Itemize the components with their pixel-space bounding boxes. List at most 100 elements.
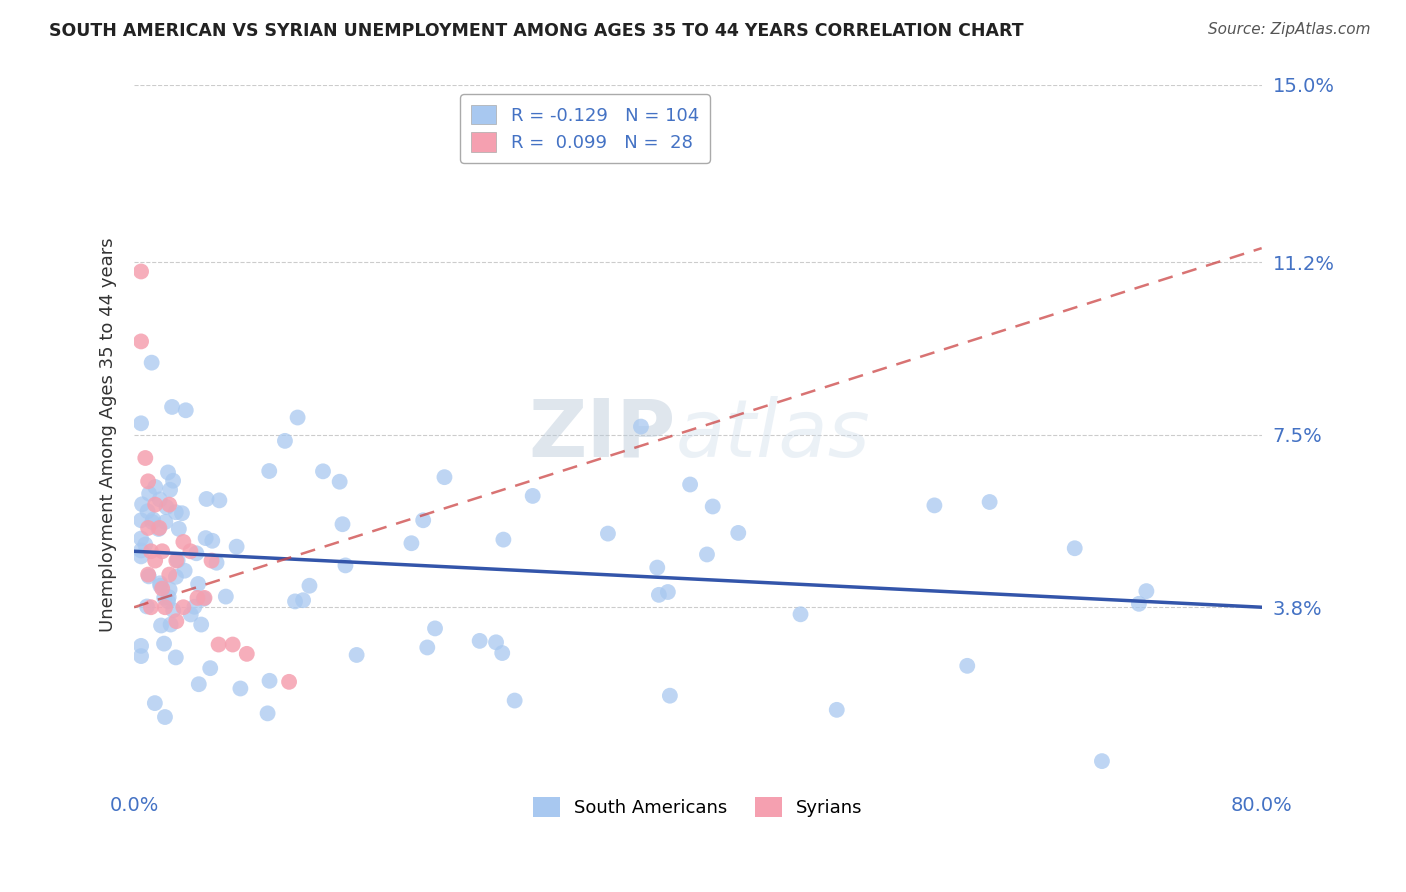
Point <box>825 703 848 717</box>
Point <box>468 633 491 648</box>
Point <box>150 582 173 596</box>
Point <box>170 506 193 520</box>
Point <box>157 498 180 512</box>
Point <box>148 521 170 535</box>
Point <box>503 693 526 707</box>
Point <box>789 607 811 622</box>
Point <box>727 525 749 540</box>
Point <box>292 593 315 607</box>
Point <box>412 513 434 527</box>
Point <box>150 544 173 558</box>
Point <box>149 576 172 591</box>
Point <box>136 567 159 582</box>
Point <box>157 567 180 582</box>
Point <box>492 533 515 547</box>
Point <box>696 548 718 562</box>
Point <box>179 544 201 558</box>
Point <box>187 677 209 691</box>
Point <box>229 681 252 696</box>
Point <box>193 591 215 605</box>
Point <box>596 526 619 541</box>
Point <box>312 464 335 478</box>
Point <box>160 400 183 414</box>
Point <box>190 617 212 632</box>
Point <box>257 464 280 478</box>
Point <box>186 546 208 560</box>
Point <box>138 569 160 583</box>
Point <box>143 553 166 567</box>
Point <box>346 648 368 662</box>
Point <box>298 579 321 593</box>
Point <box>155 500 177 515</box>
Point <box>139 600 162 615</box>
Point <box>222 638 245 652</box>
Point <box>165 570 187 584</box>
Point <box>172 535 194 549</box>
Point <box>134 450 156 465</box>
Point <box>165 505 187 519</box>
Point <box>167 522 190 536</box>
Point <box>225 540 247 554</box>
Point <box>645 560 668 574</box>
Point <box>194 531 217 545</box>
Point <box>200 661 222 675</box>
Point <box>143 498 166 512</box>
Point <box>153 710 176 724</box>
Point <box>332 517 354 532</box>
Point <box>401 536 423 550</box>
Point <box>153 637 176 651</box>
Point <box>159 582 181 597</box>
Point <box>129 639 152 653</box>
Point <box>155 515 177 529</box>
Point <box>193 591 215 606</box>
Point <box>136 599 159 614</box>
Point <box>433 470 456 484</box>
Point <box>129 417 152 431</box>
Point <box>200 553 222 567</box>
Point <box>630 419 652 434</box>
Point <box>186 591 208 605</box>
Point <box>278 674 301 689</box>
Point <box>129 649 152 664</box>
Point <box>491 646 513 660</box>
Y-axis label: Unemployment Among Ages 35 to 44 years: Unemployment Among Ages 35 to 44 years <box>100 237 117 632</box>
Point <box>129 543 152 558</box>
Point <box>416 640 439 655</box>
Point <box>335 558 357 573</box>
Point <box>156 594 179 608</box>
Point <box>208 493 231 508</box>
Point <box>1063 541 1085 556</box>
Point <box>173 564 195 578</box>
Point <box>256 706 278 721</box>
Point <box>284 594 307 608</box>
Point <box>207 638 229 652</box>
Point <box>195 491 218 506</box>
Point <box>259 673 281 688</box>
Point <box>129 334 152 349</box>
Point <box>274 434 297 448</box>
Point <box>236 647 259 661</box>
Point <box>129 549 152 564</box>
Point <box>141 356 163 370</box>
Point <box>215 590 238 604</box>
Point <box>162 474 184 488</box>
Point <box>172 600 194 615</box>
Point <box>166 553 188 567</box>
Point <box>423 621 446 635</box>
Point <box>143 480 166 494</box>
Point <box>658 689 681 703</box>
Text: atlas: atlas <box>675 396 870 474</box>
Point <box>143 696 166 710</box>
Point <box>153 600 176 615</box>
Point <box>657 585 679 599</box>
Point <box>165 614 187 628</box>
Point <box>157 466 180 480</box>
Point <box>139 544 162 558</box>
Point <box>979 495 1001 509</box>
Point <box>287 410 309 425</box>
Point <box>138 486 160 500</box>
Point <box>165 650 187 665</box>
Point <box>157 590 180 604</box>
Point <box>150 618 173 632</box>
Point <box>956 658 979 673</box>
